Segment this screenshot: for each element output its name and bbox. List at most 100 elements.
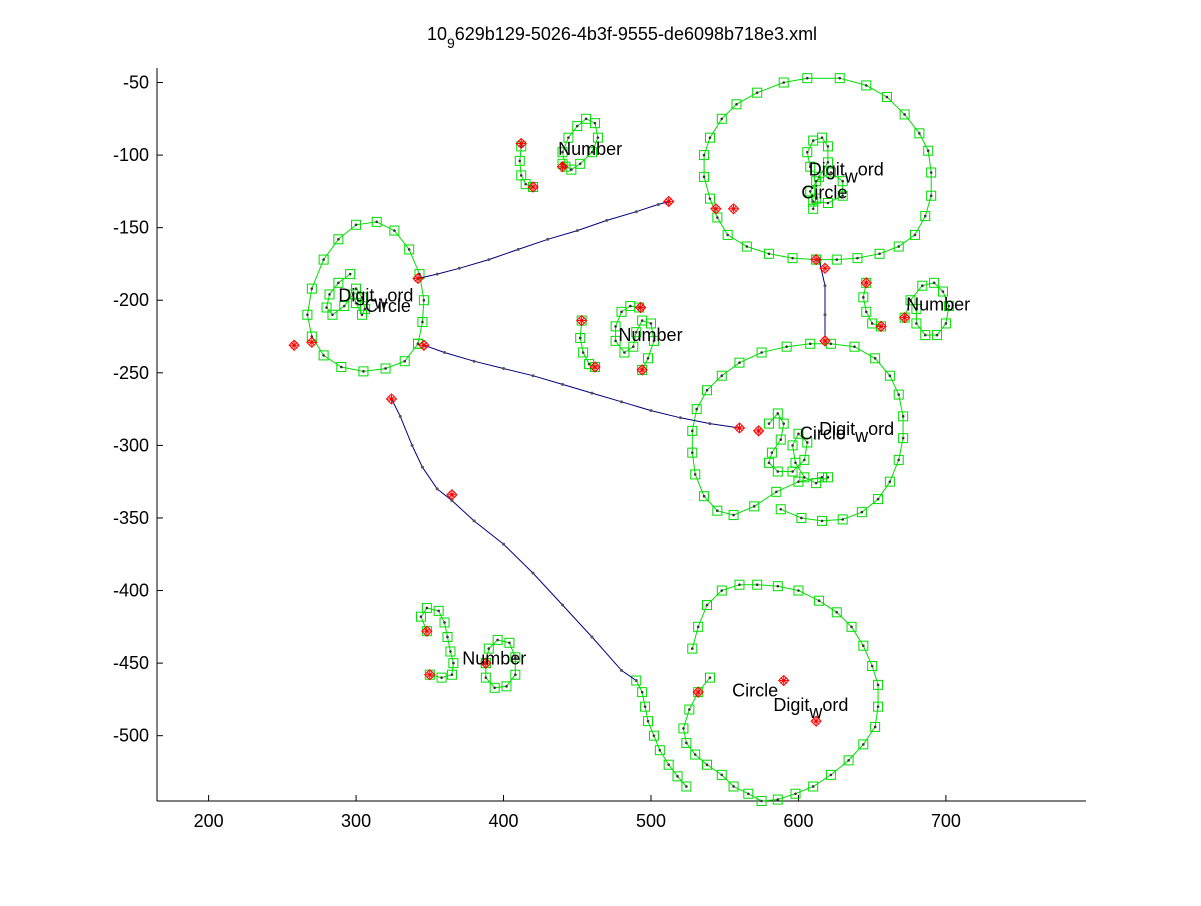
stroke-point-dot xyxy=(328,293,331,296)
y-tick-label: -350 xyxy=(113,508,149,528)
endpoint-star xyxy=(812,717,821,726)
stroke-point-dot xyxy=(864,84,868,87)
stroke-point-marker xyxy=(893,241,904,252)
stroke-point-marker xyxy=(852,253,863,264)
stroke-point-dot xyxy=(629,304,632,308)
stroke-point-marker xyxy=(687,425,698,436)
stroke-point-marker xyxy=(734,357,745,368)
stroke-point-marker xyxy=(616,306,627,317)
stroke-point-dot xyxy=(767,252,771,256)
endpoint-diamond xyxy=(288,339,300,351)
stroke-point-marker xyxy=(909,229,920,240)
stroke-point-marker xyxy=(749,501,760,512)
stroke-point-dot xyxy=(760,351,763,354)
x-tick-label: 300 xyxy=(341,811,371,831)
endpoint-star xyxy=(517,139,526,148)
stroke-point-marker xyxy=(356,309,367,320)
stroke-point-dot xyxy=(878,252,881,256)
connector-point xyxy=(590,635,594,639)
endpoint-star xyxy=(447,490,456,499)
stroke-point-marker xyxy=(873,679,884,690)
stroke-point-marker xyxy=(421,602,432,613)
stroke-point-marker xyxy=(861,306,872,317)
endpoint-star xyxy=(529,183,538,192)
endpoint-star xyxy=(307,338,316,347)
stroke-point-dot xyxy=(695,407,699,411)
stroke-point-marker xyxy=(492,634,503,645)
stroke-point-marker xyxy=(336,362,347,373)
stroke-point-dot xyxy=(443,621,446,624)
stroke-point-dot xyxy=(354,287,358,290)
stroke-point-dot xyxy=(449,650,452,653)
stroke-point-dot xyxy=(826,476,830,479)
connector-point xyxy=(516,247,520,251)
endpoint-star xyxy=(636,303,645,312)
stroke-point-marker xyxy=(778,418,789,429)
endpoint-star xyxy=(694,688,703,697)
stroke-point-dot xyxy=(779,507,783,511)
stroke-point-marker xyxy=(628,341,639,352)
annotation-label: Circle xyxy=(800,424,846,444)
stroke-point-dot xyxy=(688,708,691,711)
stroke-point-dot xyxy=(841,518,844,521)
stroke-point-dot xyxy=(702,153,706,157)
stroke-point-dot xyxy=(685,741,688,745)
annotation-label: Digitword xyxy=(819,419,894,446)
stroke-point-marker xyxy=(808,196,819,207)
annotation-label: Digitword xyxy=(809,159,884,186)
stroke-point-marker xyxy=(917,280,928,291)
stroke-point-dot xyxy=(811,207,815,211)
stroke-point-marker xyxy=(318,350,329,361)
y-tick-label: -250 xyxy=(113,363,149,383)
stroke-point-dot xyxy=(829,773,833,777)
connector-point xyxy=(502,366,506,370)
stroke-point-dot xyxy=(716,509,719,513)
stroke-point-dot xyxy=(422,298,426,302)
stroke-point-marker xyxy=(645,318,656,329)
stroke-point-dot xyxy=(829,171,833,174)
stroke-point-dot xyxy=(360,313,364,317)
stroke-point-dot xyxy=(331,313,334,317)
endpoint-diamond xyxy=(556,160,569,173)
connector-point xyxy=(487,258,491,262)
endpoint-diamond xyxy=(575,314,588,327)
stroke-point-marker xyxy=(722,229,733,240)
stroke-point-marker xyxy=(654,745,665,756)
stroke-point-dot xyxy=(440,676,443,679)
stroke-point-dot xyxy=(720,374,724,378)
stroke-point-dot xyxy=(351,293,355,296)
annotation-label: Number xyxy=(906,294,970,314)
endpoint-diamond xyxy=(898,311,911,324)
connector-point xyxy=(472,519,476,523)
endpoint-diamond xyxy=(424,669,436,681)
connector-point xyxy=(575,229,579,233)
stroke-point-dot xyxy=(873,356,877,360)
stroke-point-marker xyxy=(678,723,689,734)
endpoint-star xyxy=(779,676,788,685)
stroke-point-dot xyxy=(876,683,880,687)
endpoint-diamond xyxy=(480,657,492,669)
annotation-label: Number xyxy=(558,139,622,159)
stroke-point-marker xyxy=(822,472,833,483)
stroke-point-dot xyxy=(770,451,774,454)
stroke-point-marker xyxy=(640,701,651,712)
x-tick-label: 500 xyxy=(636,811,666,831)
stroke-point-dot xyxy=(590,150,594,154)
stroke-point-dot xyxy=(726,233,729,237)
stroke-point-dot xyxy=(708,136,712,139)
stroke-point-dot xyxy=(820,136,824,139)
stroke-point-dot xyxy=(384,367,387,370)
stroke-point-dot xyxy=(519,174,523,177)
stroke-point-dot xyxy=(913,233,917,237)
stroke-point-dot xyxy=(508,641,511,645)
y-tick-label: -300 xyxy=(113,435,149,455)
stroke-point-marker xyxy=(699,150,710,161)
stroke-point-dot xyxy=(826,201,830,205)
stroke-point-marker xyxy=(504,637,515,648)
stroke-point-dot xyxy=(643,705,647,708)
stroke-point-dot xyxy=(575,124,579,128)
stroke-point-dot xyxy=(640,690,644,694)
stroke-point-dot xyxy=(578,336,582,340)
endpoint-diamond xyxy=(636,364,648,376)
stroke-point-marker xyxy=(834,73,845,84)
